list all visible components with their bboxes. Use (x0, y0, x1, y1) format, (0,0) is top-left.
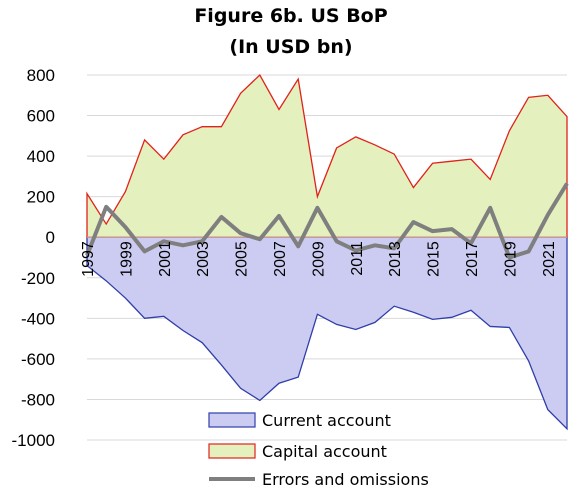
y-tick-label: 200 (27, 188, 55, 207)
x-tick-label: 2001 (157, 241, 174, 277)
legend-label-capital-account: Capital account (262, 442, 387, 461)
x-tick-label: 2009 (310, 241, 327, 277)
y-tick-label: -400 (21, 309, 55, 328)
x-tick-label: 1999 (118, 241, 135, 277)
legend-swatch-current-account (208, 412, 256, 428)
plot-lines (85, 182, 569, 260)
y-tick-label: 600 (27, 107, 55, 126)
y-tick-label: -600 (21, 350, 55, 369)
y-tick-label: -200 (21, 269, 55, 288)
x-tick-label: 2019 (502, 241, 519, 277)
legend: Current account Capital account Errors a… (208, 411, 429, 489)
y-tick-label: 800 (27, 66, 55, 85)
legend-label-current-account: Current account (262, 411, 391, 430)
line-errors-and-omissions (85, 182, 569, 260)
y-tick-label: -1000 (12, 431, 55, 450)
plot-areas (86, 73, 568, 431)
x-tick-label: 2017 (464, 241, 481, 277)
x-tick-label: 2011 (349, 241, 366, 276)
x-tick-label: 2003 (195, 241, 212, 277)
x-tick-label: 2021 (541, 241, 558, 277)
y-tick-label: 0 (46, 228, 55, 247)
y-tick-label: -800 (21, 390, 55, 409)
area-capital-account (86, 73, 568, 238)
area-current-account (86, 236, 568, 431)
x-tick-label: 2005 (234, 241, 251, 277)
legend-swatch-capital-account (208, 443, 256, 459)
chart-title: Figure 6b. US BoP (194, 5, 387, 27)
x-tick-label: 2013 (387, 241, 404, 277)
legend-label-errors-omissions: Errors and omissions (262, 470, 429, 489)
y-tick-label: 400 (27, 147, 55, 166)
x-tick-label: 2015 (426, 241, 443, 277)
x-axis-tick-labels: 1997 1999 2001 2003 2005 2007 2009 2011 2013 2015… (80, 241, 558, 277)
y-axis-tick-labels: 800 600 400 200 0 -200 -400 -600 -800 -1000 (12, 66, 55, 450)
x-tick-label: 1997 (80, 241, 97, 277)
x-tick-label: 2007 (272, 241, 289, 277)
chart-subtitle: (In USD bn) (229, 36, 352, 58)
